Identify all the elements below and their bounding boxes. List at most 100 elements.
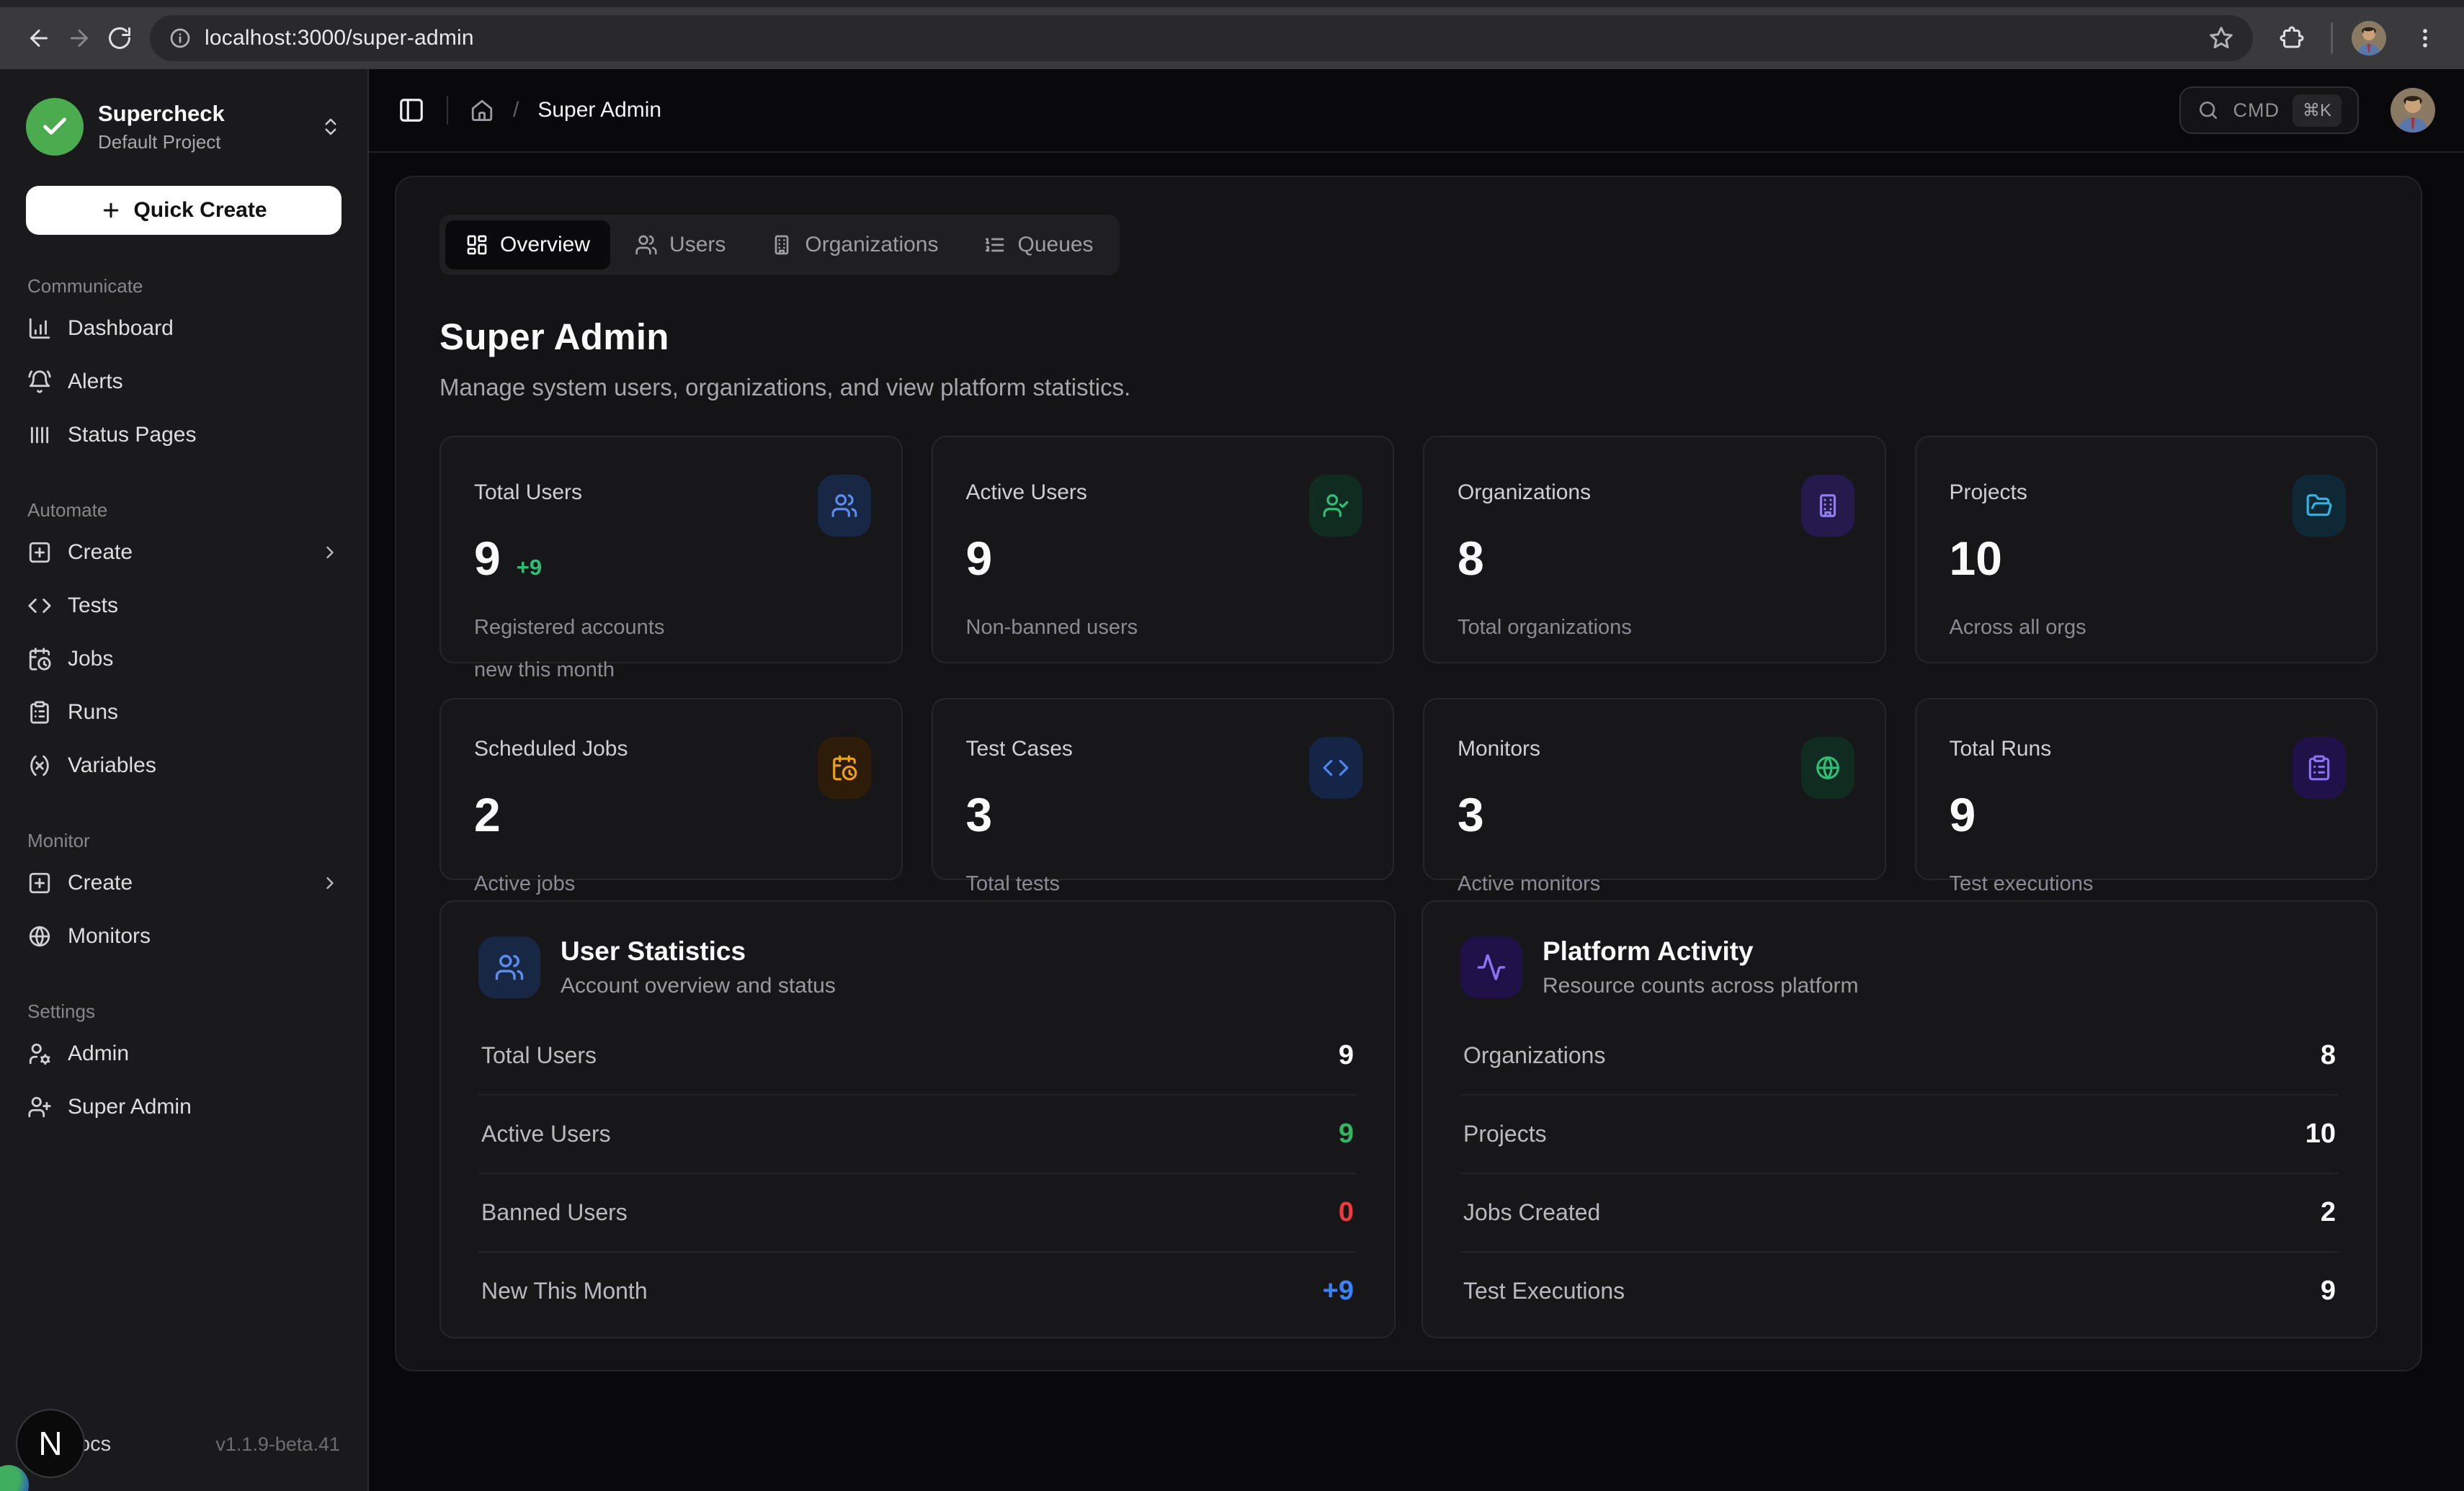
- back-button[interactable]: [19, 18, 59, 58]
- sidebar-item-runs[interactable]: Runs: [17, 689, 350, 736]
- stat-card-projects: Projects 10 Across all orgs: [1914, 436, 2378, 663]
- stat-delta: +9: [516, 555, 543, 580]
- row-label: Test Executions: [1463, 1278, 1625, 1304]
- sidebar-item-jobs[interactable]: Jobs: [17, 635, 350, 683]
- globe-icon: [1816, 756, 1839, 779]
- sidebar-item-label: Create: [68, 540, 133, 564]
- stat-title: Scheduled Jobs: [474, 737, 628, 761]
- sidebar-item-label: Jobs: [68, 647, 114, 671]
- tab-queues[interactable]: Queues: [963, 220, 1113, 269]
- tab-overview[interactable]: Overview: [445, 220, 611, 269]
- stats-row-1: Total Users 9 +9 Registered accounts new…: [439, 436, 2378, 681]
- stat-title: Organizations: [1458, 480, 1592, 504]
- row-value: 2: [2320, 1197, 2336, 1227]
- variable-icon: [30, 755, 49, 776]
- stat-description: Active jobs: [474, 872, 576, 895]
- stat-card-total-runs: Total Runs 9 Test executions: [1914, 698, 2378, 895]
- section-label-settings: Settings: [27, 1000, 95, 1022]
- stat-description: Total organizations: [1458, 616, 1632, 639]
- tab-organizations[interactable]: Organizations: [750, 220, 958, 269]
- row-label: Banned Users: [481, 1199, 628, 1225]
- page-subtitle: Manage system users, organizations, and …: [439, 374, 1131, 400]
- sidebar-item-tests[interactable]: Tests: [17, 582, 350, 630]
- browser-menu-button[interactable]: [2405, 18, 2445, 58]
- three-dot-menu-icon: [2423, 29, 2427, 48]
- sidebar-item-label: Status Pages: [68, 423, 197, 447]
- browser-profile-avatar[interactable]: [2352, 21, 2386, 55]
- globe-icon-badge: [1800, 737, 1854, 799]
- list-ordered-icon: [986, 238, 1004, 252]
- search-label: CMD: [2233, 99, 2280, 121]
- activity-icon: [1477, 954, 1506, 980]
- forward-button[interactable]: [59, 18, 99, 58]
- sidebar-item-create-automate[interactable]: Create: [17, 529, 350, 576]
- tab-users[interactable]: Users: [615, 220, 746, 269]
- stat-card-scheduled-jobs: Scheduled Jobs 2 Active jobs: [439, 698, 903, 895]
- stat-card-active-users: Active Users 9 Non-banned users: [931, 436, 1394, 663]
- puzzle-icon: [2280, 26, 2304, 48]
- panel-title: User Statistics: [561, 936, 746, 966]
- search-shortcut-badge: ⌘K: [2292, 94, 2342, 127]
- calendar-clock-icon: [832, 755, 857, 781]
- row-value: +9: [1322, 1276, 1354, 1306]
- sidebar-item-label: Dashboard: [68, 316, 174, 340]
- sidebar-item-status-pages[interactable]: Status Pages: [17, 411, 350, 459]
- project-switcher[interactable]: Supercheck Default Project: [17, 91, 350, 163]
- tab-label: Queues: [1017, 233, 1094, 256]
- arrow-left-icon: [30, 30, 48, 47]
- sidebar-item-create-monitor[interactable]: Create: [17, 859, 350, 907]
- browser-toolbar: localhost:3000/super-admin: [0, 7, 2464, 69]
- user-avatar[interactable]: [2391, 88, 2435, 133]
- bookmark-star-button[interactable]: [2208, 25, 2234, 51]
- search-icon: [2200, 102, 2218, 119]
- sidebar-item-label: Admin: [68, 1042, 130, 1065]
- project-name: Supercheck: [98, 100, 225, 126]
- plus-icon: [104, 202, 119, 218]
- stat-row-new-this-month: New This Month +9: [478, 1253, 1357, 1330]
- users-icon: [495, 954, 524, 980]
- layout-dashboard-icon: [467, 235, 487, 255]
- nextjs-dev-badge[interactable]: N: [16, 1409, 85, 1478]
- stat-value: 8: [1458, 532, 1484, 585]
- row-label: New This Month: [481, 1278, 648, 1304]
- sidebar-toggle-button[interactable]: [398, 97, 425, 124]
- stat-description: Across all orgs: [1949, 616, 2086, 639]
- stat-title: Total Users: [474, 480, 583, 504]
- breadcrumb-home-button[interactable]: [470, 98, 494, 122]
- stat-description: Test executions: [1949, 872, 2094, 895]
- stat-row-total-users: Total Users 9: [478, 1017, 1357, 1096]
- stat-value: 3: [1458, 788, 1484, 841]
- sidebar-item-super-admin[interactable]: Super Admin: [17, 1083, 350, 1131]
- home-icon: [471, 99, 493, 122]
- sidebar-item-variables[interactable]: Variables: [17, 742, 350, 789]
- row-value: 9: [1338, 1040, 1354, 1070]
- sidebar-item-admin[interactable]: Admin: [17, 1030, 350, 1078]
- bell-ring-icon: [28, 370, 51, 393]
- arrow-right-icon: [71, 30, 88, 47]
- command-search-button[interactable]: CMD ⌘K: [2179, 86, 2359, 134]
- users-icon-badge: [478, 936, 540, 998]
- sidebar-item-monitors[interactable]: Monitors: [17, 913, 350, 960]
- page-card: Overview Users Organizations Queues: [395, 176, 2422, 1371]
- summary-panels: User Statistics Account overview and sta…: [439, 900, 2378, 1338]
- sidebar-item-alerts[interactable]: Alerts: [17, 358, 350, 406]
- row-value: 0: [1338, 1197, 1354, 1227]
- url-bar[interactable]: localhost:3000/super-admin: [150, 15, 2253, 61]
- extensions-button[interactable]: [2272, 18, 2312, 58]
- stat-description: Non-banned users: [965, 616, 1138, 639]
- sidebar-item-dashboard[interactable]: Dashboard: [17, 305, 350, 352]
- section-label-automate: Automate: [27, 499, 108, 521]
- content-column: / Super Admin CMD ⌘K: [369, 69, 2464, 1491]
- row-value: 10: [2305, 1119, 2336, 1149]
- folder-open-icon: [2306, 494, 2332, 516]
- quick-create-button[interactable]: Quick Create: [26, 186, 342, 235]
- sidebar-item-label: Super Admin: [68, 1095, 192, 1119]
- platform-activity-panel: Platform Activity Resource counts across…: [1421, 900, 2378, 1338]
- reload-button[interactable]: [99, 18, 140, 58]
- browser-chrome: localhost:3000/super-admin: [0, 0, 2464, 69]
- site-info-icon[interactable]: [169, 27, 192, 50]
- breadcrumb-separator: /: [513, 98, 519, 122]
- tab-label: Users: [669, 233, 726, 256]
- section-label-monitor: Monitor: [27, 830, 90, 851]
- calendar-clock-icon: [29, 648, 51, 671]
